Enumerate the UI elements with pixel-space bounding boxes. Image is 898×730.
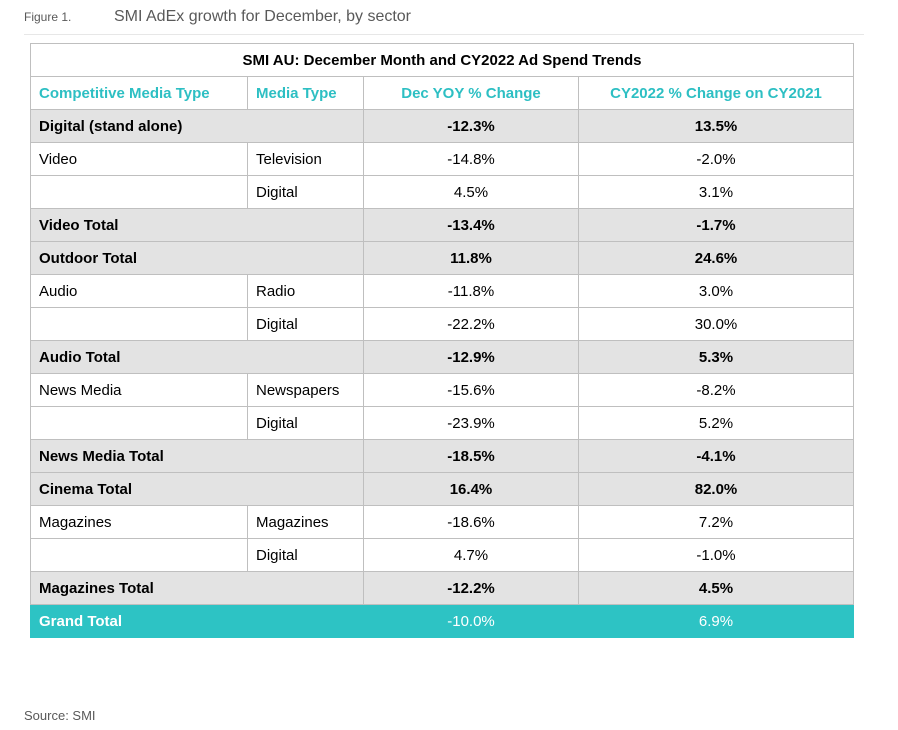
media-type-cell: Digital [247, 538, 364, 572]
media-type-cell: Newspapers [247, 373, 364, 407]
caption-divider [24, 34, 864, 35]
dec-yoy-cell: -22.2% [363, 307, 579, 341]
total-row: Audio Total -12.9% 5.3% [30, 340, 855, 374]
cy2022-cell: 24.6% [577, 241, 855, 275]
competitive-media-type-cell [30, 307, 248, 341]
competitive-media-type-cell [30, 175, 248, 209]
row-label-cell: News Media Total [30, 439, 364, 473]
dec-yoy-cell: -13.4% [363, 208, 579, 242]
dec-yoy-cell: -18.6% [363, 505, 579, 539]
total-row: Cinema Total 16.4% 82.0% [30, 472, 855, 506]
cy2022-cell: 5.3% [577, 340, 855, 374]
media-type-cell: Digital [247, 307, 364, 341]
competitive-media-type-cell: Magazines [30, 505, 248, 539]
dec-yoy-cell: 4.7% [363, 538, 579, 572]
cy2022-cell: 13.5% [577, 109, 855, 143]
cy2022-cell: -4.1% [577, 439, 855, 473]
table-row: News Media Newspapers -15.6% -8.2% [30, 373, 855, 407]
competitive-media-type-cell: Audio [30, 274, 248, 308]
header-media-type: Media Type [247, 76, 364, 110]
row-label-cell: Magazines Total [30, 571, 364, 605]
figure-label: Figure 1. [24, 10, 72, 24]
media-type-cell: Magazines [247, 505, 364, 539]
row-label-cell: Outdoor Total [30, 241, 364, 275]
header-dec-yoy-change: Dec YOY % Change [363, 76, 579, 110]
dec-yoy-cell: -12.3% [363, 109, 579, 143]
row-label-cell: Audio Total [30, 340, 364, 374]
competitive-media-type-cell: Video [30, 142, 248, 176]
figure-caption: Figure 1. SMI AdEx growth for December, … [24, 8, 411, 32]
table-row: Digital 4.5% 3.1% [30, 175, 855, 209]
table-title: SMI AU: December Month and CY2022 Ad Spe… [29, 43, 855, 77]
cy2022-cell: 5.2% [577, 406, 855, 440]
source-note: Source: SMI [24, 708, 96, 723]
dec-yoy-cell: -10.0% [363, 604, 579, 638]
cy2022-cell: 4.5% [577, 571, 855, 605]
dec-yoy-cell: -23.9% [363, 406, 579, 440]
cy2022-cell: 3.1% [577, 175, 855, 209]
media-type-cell: Digital [247, 406, 364, 440]
cy2022-cell: 3.0% [577, 274, 855, 308]
dec-yoy-cell: -12.9% [363, 340, 579, 374]
competitive-media-type-cell: News Media [30, 373, 248, 407]
table-row: Audio Radio -11.8% 3.0% [30, 274, 855, 308]
media-type-cell: Digital [247, 175, 364, 209]
cy2022-cell: 82.0% [577, 472, 855, 506]
dec-yoy-cell: -18.5% [363, 439, 579, 473]
row-label-cell: Digital (stand alone) [30, 109, 364, 143]
table-body: Digital (stand alone) -12.3% 13.5% Video Tel… [30, 109, 855, 638]
media-type-cell: Television [247, 142, 364, 176]
total-row: Digital (stand alone) -12.3% 13.5% [30, 109, 855, 143]
cy2022-cell: 7.2% [577, 505, 855, 539]
table-row: Digital -22.2% 30.0% [30, 307, 855, 341]
cy2022-cell: -1.7% [577, 208, 855, 242]
media-type-cell: Radio [247, 274, 364, 308]
total-row: News Media Total -18.5% -4.1% [30, 439, 855, 473]
dec-yoy-cell: 16.4% [363, 472, 579, 506]
total-row: Magazines Total -12.2% 4.5% [30, 571, 855, 605]
dec-yoy-cell: -14.8% [363, 142, 579, 176]
table-row: Digital -23.9% 5.2% [30, 406, 855, 440]
competitive-media-type-cell [30, 538, 248, 572]
dec-yoy-cell: -12.2% [363, 571, 579, 605]
cy2022-cell: -2.0% [577, 142, 855, 176]
total-row: Video Total -13.4% -1.7% [30, 208, 855, 242]
figure-title: SMI AdEx growth for December, by sector [114, 8, 412, 25]
row-label-cell: Cinema Total [30, 472, 364, 506]
dec-yoy-cell: 11.8% [363, 241, 579, 275]
table-row: Video Television -14.8% -2.0% [30, 142, 855, 176]
grand-total-row: Grand Total -10.0% 6.9% [30, 604, 855, 638]
cy2022-cell: -1.0% [577, 538, 855, 572]
cy2022-cell: 6.9% [577, 604, 855, 638]
cy2022-cell: -8.2% [577, 373, 855, 407]
ad-spend-table: SMI AU: December Month and CY2022 Ad Spe… [29, 43, 855, 638]
row-label-cell: Video Total [30, 208, 364, 242]
cy2022-cell: 30.0% [577, 307, 855, 341]
dec-yoy-cell: 4.5% [363, 175, 579, 209]
dec-yoy-cell: -15.6% [363, 373, 579, 407]
table-row: Magazines Magazines -18.6% 7.2% [30, 505, 855, 539]
total-row: Outdoor Total 11.8% 24.6% [30, 241, 855, 275]
header-cy2022-change: CY2022 % Change on CY2021 [577, 76, 855, 110]
dec-yoy-cell: -11.8% [363, 274, 579, 308]
table-row: Digital 4.7% -1.0% [30, 538, 855, 572]
row-label-cell: Grand Total [30, 604, 364, 638]
competitive-media-type-cell [30, 406, 248, 440]
header-competitive-media-type: Competitive Media Type [30, 76, 248, 110]
